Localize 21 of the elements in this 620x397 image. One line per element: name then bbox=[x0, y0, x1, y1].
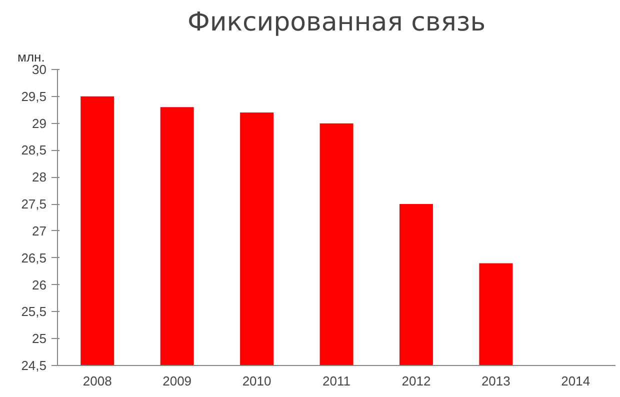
x-tick-label: 2009 bbox=[162, 374, 192, 388]
y-tick-label: 28 bbox=[32, 170, 47, 185]
y-tick-label: 29 bbox=[32, 116, 47, 131]
y-tick-label: 29,5 bbox=[21, 88, 47, 104]
x-tick-label: 2014 bbox=[561, 374, 590, 388]
x-tick-label: 2013 bbox=[481, 374, 510, 388]
x-tick-label: 2012 bbox=[402, 374, 431, 388]
y-tick-label: 26 bbox=[32, 277, 47, 292]
y-tick-label: 30 bbox=[32, 62, 47, 77]
x-tick-label: 2008 bbox=[82, 374, 112, 388]
y-tick-label: 27 bbox=[32, 223, 47, 238]
x-tick-label: 2011 bbox=[322, 374, 350, 388]
x-tick-label: 2010 bbox=[242, 374, 272, 388]
y-tick-label: 24,5 bbox=[21, 358, 47, 373]
y-tick-label: 28,5 bbox=[21, 142, 47, 158]
y-tick-label: 25,5 bbox=[21, 304, 47, 320]
chart-title: Фиксированная связь bbox=[187, 8, 486, 38]
y-axis-title: млн. bbox=[18, 50, 45, 64]
y-tick-label: 27,5 bbox=[21, 196, 47, 212]
y-tick-label: 26,5 bbox=[21, 250, 47, 266]
y-tick-label: 25 bbox=[32, 331, 47, 346]
